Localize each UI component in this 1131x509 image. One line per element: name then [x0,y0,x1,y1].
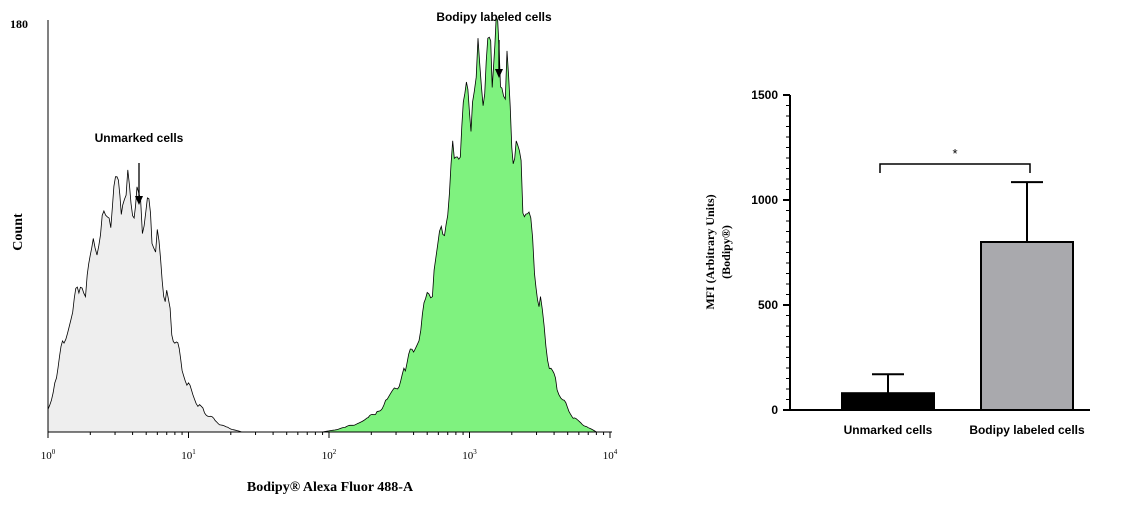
bar-y-tick-label: 500 [758,298,778,312]
histogram-x-tick-label: 103 [462,448,477,462]
bar-y-axis-title-line2: (Bodipy®) [719,225,733,279]
bar-y-ticks: 0 500 1000 1500 [751,88,790,417]
significance-bracket [879,163,1031,173]
bar [841,392,935,412]
histogram-y-axis-title: Count [11,213,26,251]
histogram-population-1 [47,169,243,433]
annotation-unmarked-arrowhead [135,196,143,205]
bar-category-label: Unmarked cells [844,423,933,437]
histogram-x-tick-label: 104 [603,448,618,462]
histogram-chart: 100 101 102 103 104 180 Count Bodipy® Alexa … [10,10,618,495]
histogram-x-ticks: 100 101 102 103 104 [41,432,618,462]
bar-y-tick-label: 0 [771,403,778,417]
bar-y-axis-title: MFI (Arbitrary Units) [703,194,717,309]
annotation-bodipy-labeled-cells: Bodipy labeled cells [436,10,552,24]
histogram-x-tick-label: 100 [41,448,56,462]
significance-marker: * [952,146,957,161]
bar [980,241,1074,411]
histogram-x-tick-label: 102 [322,448,337,462]
annotation-unmarked-cells: Unmarked cells [95,131,184,145]
histogram-areas [47,16,598,433]
histogram-y-tick-label: 180 [10,17,28,31]
bar-marks [841,181,1074,412]
annotation-bodipy-arrowhead [495,69,503,78]
bar-y-tick-label: 1500 [751,88,778,102]
histogram-population-2 [322,16,598,433]
bar-y-tick-label: 1000 [751,193,778,207]
bar-chart: 0 500 1000 1500 MFI (Arbitrary Units) (Bodi… [703,88,1090,437]
histogram-x-tick-label: 101 [181,448,196,462]
histogram-x-axis-title: Bodipy® Alexa Fluor 488-A [247,480,414,495]
bar-category-label: Bodipy labeled cells [969,423,1085,437]
